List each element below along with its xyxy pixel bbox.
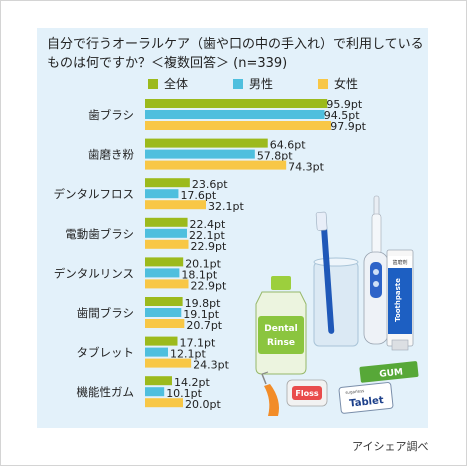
rinse-label-1: Dental [264,324,297,334]
chart-title: 自分で行うオーラルケア（歯や口の中の手入れ）で利用しているものは何ですか？＜複数… [47,37,424,71]
electric-toothbrush-illustration [363,195,389,345]
toothpaste-label: Toothpaste [394,278,402,322]
bar [145,178,190,188]
category-label: タブレット [77,346,135,360]
value-label: 74.3pt [288,161,324,174]
bar [145,200,206,210]
legend-swatch-all [148,79,158,89]
value-label: 95.9pt [326,98,362,111]
interdental-brush-illustration [261,371,279,416]
value-label: 20.7pt [186,319,222,332]
legend-item-male: 男性 [233,75,273,92]
legend-item-all: 全体 [148,75,188,92]
floss-label: Floss [295,389,318,398]
bar [145,297,183,306]
value-label: 97.9pt [330,120,366,133]
bar [145,99,328,108]
bar [145,387,165,397]
source-note: アイシェア調べ [352,440,429,453]
value-label: 19.1pt [183,308,219,321]
bar [145,358,192,368]
bar [145,268,180,278]
tablet-label: Tablet [349,395,385,410]
bar [145,160,287,170]
category-label: デンタルリンス [54,266,134,280]
bar [145,398,183,408]
category-label: 歯磨き粉 [88,148,134,162]
value-label: 22.4pt [190,218,226,231]
bar [145,121,332,130]
chart-panel [37,28,428,428]
gum-label: GUM [379,367,404,379]
value-label: 17.1pt [179,337,215,350]
value-label: 22.1pt [189,229,225,242]
bar [145,347,168,357]
legend-swatch-female [318,79,328,89]
value-label: 19.8pt [185,297,221,310]
value-label: 94.5pt [324,109,360,122]
value-label: 18.1pt [181,268,217,281]
category-label: デンタルフロス [54,187,135,201]
bar [145,217,188,227]
value-label: 12.1pt [170,348,206,361]
bar [145,149,255,159]
value-label: 17.6pt [180,189,216,202]
bar [145,336,178,346]
toothbrush-cup-illustration [313,211,359,347]
value-label: 23.6pt [192,178,228,191]
bar [145,376,172,386]
bar [145,189,179,199]
category-label: 歯間ブラシ [77,306,134,320]
bar [145,279,189,289]
bar [145,319,185,328]
bar [145,110,325,119]
legend-item-female: 女性 [318,75,358,92]
bar [145,308,182,317]
toothpaste-tube-illustration: 歯磨剤 Toothpaste [386,249,414,351]
legend-swatch-male [233,79,243,89]
value-label: 10.1pt [166,387,202,400]
value-label: 32.1pt [208,200,244,213]
value-label: 57.8pt [257,150,293,163]
legend-label-male: 男性 [249,77,274,91]
value-label: 14.2pt [174,376,210,389]
oral-care-illustration: 歯磨剤 Toothpaste Dental Rinse GUM Floss su… [255,195,419,416]
value-label: 22.9pt [191,240,227,253]
category-label: 電動歯ブラシ [65,227,134,241]
value-label: 20.1pt [185,257,221,270]
category-label: 機能性ガム [77,385,135,399]
bar [145,228,187,238]
legend-label-female: 女性 [334,77,359,91]
value-label: 64.6pt [270,139,306,152]
legend-label-all: 全体 [164,77,189,91]
tablet-box-illustration: sugarless Tablet [338,382,394,414]
mouthwash-bottle-illustration: Dental Rinse [255,276,307,375]
bar [145,138,268,148]
toothpaste-top-label: 歯磨剤 [392,259,407,266]
rinse-label-2: Rinse [267,338,295,348]
gum-pack-illustration: GUM [359,361,419,383]
bar [145,239,189,249]
category-label: 歯ブラシ [88,108,134,122]
value-label: 22.9pt [191,279,227,292]
floss-box-illustration: Floss [286,379,328,407]
bar [145,257,184,267]
tablet-small-label: sugarless [345,388,364,395]
value-label: 20.0pt [185,398,221,411]
value-label: 24.3pt [193,359,229,372]
